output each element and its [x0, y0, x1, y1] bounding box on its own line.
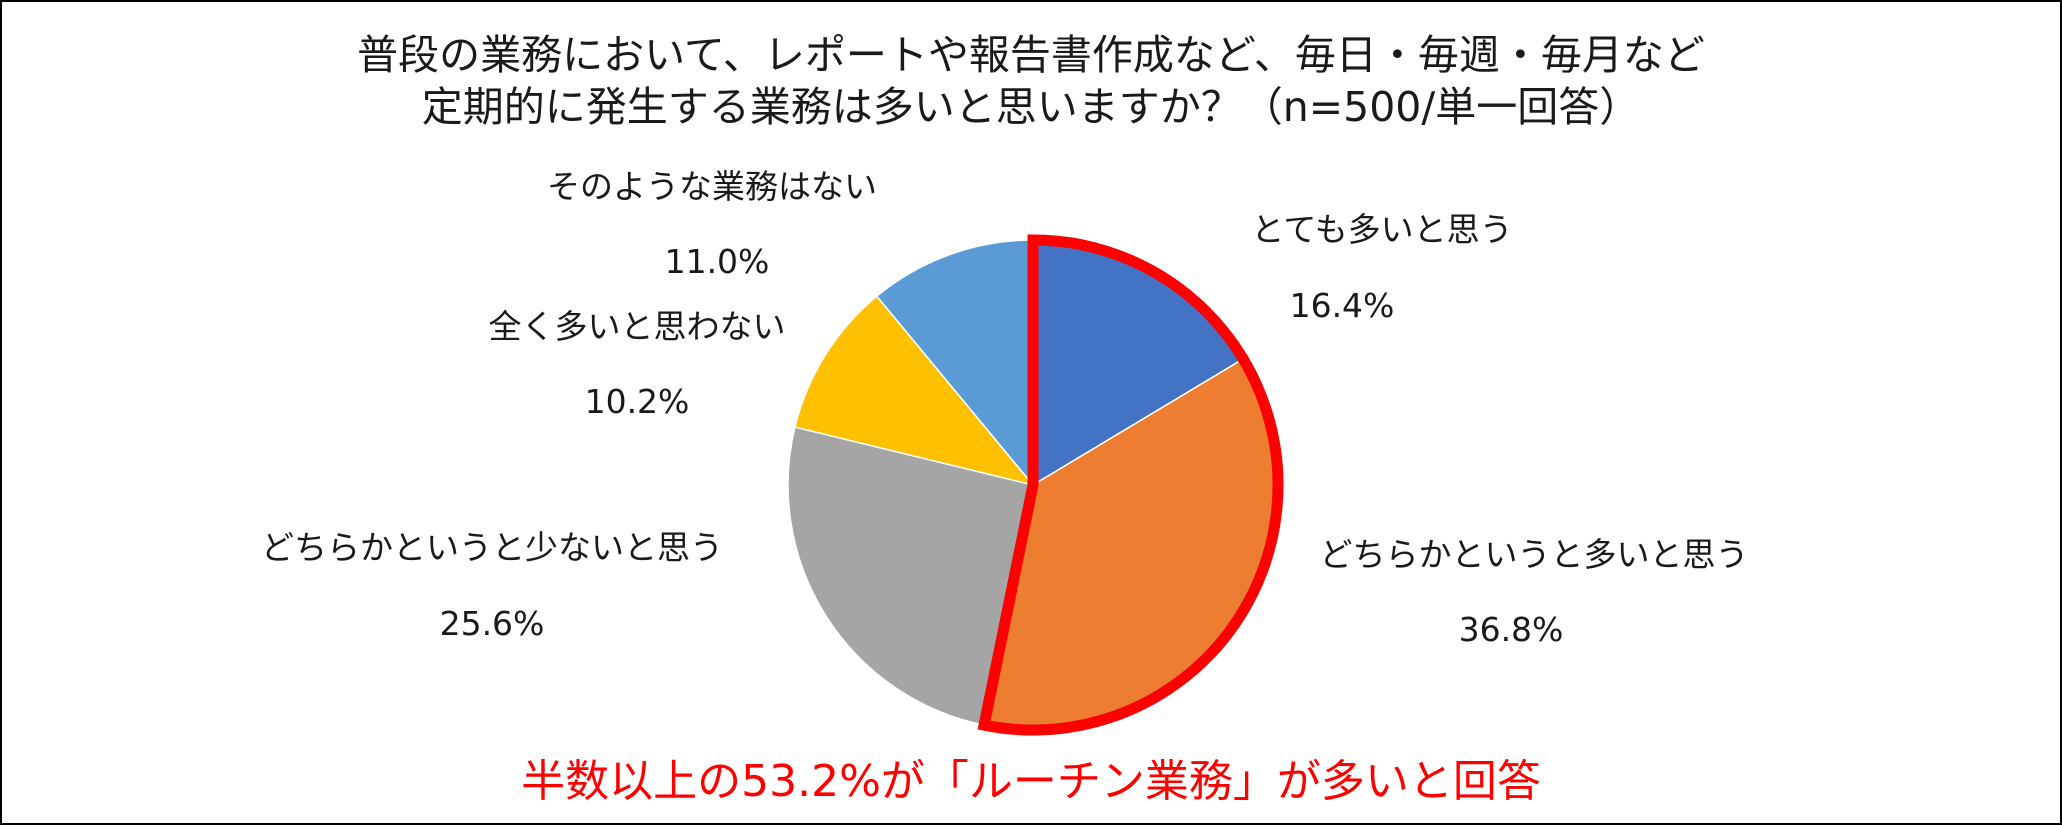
- pie-slice-somewhat-few: [787, 426, 1034, 726]
- slice-label-somewhat-few: どちらかというと少ないと思う: [261, 528, 723, 567]
- chart-title-line-1: 普段の業務において、レポートや報告書作成など、毎日・毎週・毎月など: [357, 31, 1705, 79]
- slice-value-very-many: 16.4%: [1289, 286, 1395, 325]
- pie-slice-not-many-at-all: [794, 295, 1036, 487]
- slice-value-somewhat-few: 25.6%: [439, 604, 545, 643]
- slice-value-not-many-at-all: 10.2%: [584, 382, 690, 421]
- slice-label-not-many-at-all: 全く多いと思わない: [488, 307, 786, 346]
- slice-label-very-many: とても多いと思う: [1251, 210, 1513, 249]
- highlight-outline: [977, 234, 1284, 736]
- chart-title-line-2: 定期的に発生する業務は多いと思いますか？（n=500/単一回答）: [421, 83, 1641, 131]
- slice-value-somewhat-many: 36.8%: [1458, 610, 1564, 649]
- slice-label-none: そのような業務はない: [547, 167, 877, 206]
- slice-value-none: 11.0%: [664, 242, 770, 281]
- pie-slice-none: [875, 239, 1034, 488]
- highlight-note: 半数以上の53.2%が「ルーチン業務」が多いと回答: [521, 756, 1541, 807]
- slice-label-somewhat-many: どちらかというと多いと思う: [1319, 535, 1749, 574]
